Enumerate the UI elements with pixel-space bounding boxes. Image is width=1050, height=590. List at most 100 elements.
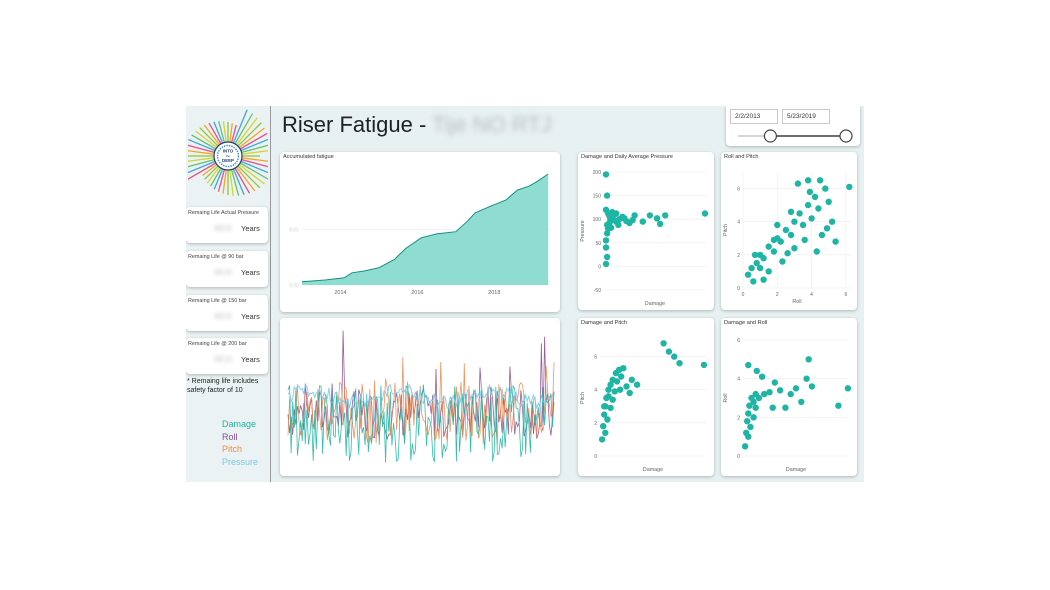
legend-pitch[interactable]: Pitch: [222, 444, 243, 454]
scatter-point: [615, 221, 622, 229]
scatter-point: [605, 386, 612, 393]
date-slider[interactable]: [726, 128, 860, 146]
logo-ray: [206, 166, 220, 184]
scatter-point: [791, 218, 798, 225]
series-line-damage: [287, 384, 555, 463]
damage-pressure-chart: -50 0 50 100 150 200 Damage Pressure: [580, 170, 709, 307]
scatter-point: [662, 212, 669, 219]
logo-ray: [188, 158, 215, 168]
logo-ray: [237, 165, 261, 189]
remaining-life-value: 44.6: [214, 354, 232, 364]
logo-text-1: INTO: [223, 149, 234, 154]
start-date-input[interactable]: 2/2/2013: [730, 109, 778, 124]
scatter-point: [613, 210, 620, 217]
logo-ray: [209, 167, 222, 187]
logo-ray: [238, 164, 265, 185]
safety-factor-note: * Remaing life includes safety factor of…: [187, 378, 259, 394]
y-tick-label: 0: [594, 454, 597, 460]
x-tick-label: 2014: [334, 290, 346, 296]
scatter-point: [626, 389, 633, 397]
scatter-point: [745, 433, 752, 440]
end-date-input[interactable]: 5/23/2019: [782, 109, 830, 124]
logo-ray: [240, 138, 268, 152]
scatter-point: [823, 225, 831, 232]
scatter-point: [600, 423, 607, 430]
x-tick-label: 6: [844, 292, 847, 298]
logo-ray: [204, 165, 219, 180]
scatter-point: [770, 248, 778, 255]
logo-ray: [195, 130, 218, 148]
y-tick-label: 50: [595, 241, 601, 247]
scatter-point: [750, 414, 757, 421]
damage-pitch-chart: 0 2 4 6 Damage Pitch: [580, 340, 708, 473]
logo-ray: [241, 150, 268, 155]
scatter-point: [665, 348, 673, 355]
scatter-point: [744, 418, 751, 425]
logo-ray: [213, 121, 224, 144]
scatter-point: [832, 238, 839, 245]
logo-ray: [234, 167, 251, 194]
y-tick-label: 0: [598, 264, 601, 270]
scatter-point: [656, 220, 664, 228]
scatter-point: [653, 215, 661, 222]
scatter-point: [671, 353, 678, 360]
legend-damage[interactable]: Damage: [222, 419, 257, 429]
x-tick-label: 2018: [488, 290, 500, 296]
scatter-point: [750, 398, 757, 406]
damage-pressure-title: Damage and Daily Average Pressure: [581, 154, 673, 160]
remaining-life-label: Remaing Life @ 90 bar: [188, 254, 244, 260]
x-axis-label: Damage: [786, 467, 806, 473]
logo-ray: [188, 160, 216, 174]
logo-ray: [241, 144, 268, 154]
scatter-point: [744, 271, 752, 278]
series-legend: Damage Roll Pitch Pressure: [222, 418, 258, 468]
scatter-point: [782, 226, 790, 234]
scatter-point: [822, 185, 829, 192]
logo-ray: [236, 117, 258, 146]
date-range-slicer: 2/2/2013 5/23/2019: [726, 106, 860, 146]
logo-ray: [230, 169, 240, 196]
x-tick-label: 2016: [411, 290, 423, 296]
scatter-point: [846, 183, 853, 191]
accumulated-fatigue-chart: 2014 2016 2018 0.00 0.01: [289, 173, 552, 296]
scatter-point: [791, 245, 798, 252]
accumulated-fatigue-panel: Accumulated fatigue 2014 2016 2018 0.00 0.01: [280, 152, 560, 312]
slider-start-handle[interactable]: [763, 129, 778, 143]
scatter-point: [750, 278, 757, 285]
scatter-point: [603, 253, 611, 261]
scatter-point: [755, 394, 763, 402]
y-tick-label: 4: [737, 220, 740, 226]
y-tick-label: 150: [593, 194, 602, 200]
remaining-life-unit: Years: [241, 224, 260, 233]
logo-ray: [229, 123, 233, 143]
x-axis-label: Roll: [792, 299, 801, 305]
y-tick-label: 0.00: [289, 283, 299, 289]
y-tick-label: 100: [593, 217, 602, 223]
scatter-point: [633, 381, 641, 388]
remaining-life-label: Remaing Life @ 150 bar: [188, 298, 247, 304]
slider-end-handle[interactable]: [839, 129, 853, 143]
legend-roll[interactable]: Roll: [222, 431, 238, 442]
scatter-point: [753, 259, 760, 267]
x-axis-label: Damage: [645, 301, 665, 307]
roll-pitch-title: Roll and Pitch: [724, 154, 759, 160]
scatter-point: [598, 436, 606, 443]
x-tick-label: 4: [810, 292, 813, 298]
scatter-point: [765, 243, 772, 250]
logo-ray: [188, 144, 215, 154]
into-the-deep-logo: INTO the DEEP: [188, 109, 268, 196]
logo-ray: [239, 132, 268, 150]
logo-ray: [217, 169, 226, 192]
scatter-point: [808, 215, 815, 222]
scatter-point: [616, 386, 624, 393]
logo-ray: [222, 169, 227, 194]
remaining-life-value: 44.6: [214, 267, 232, 277]
scatter-point: [604, 416, 611, 423]
y-tick-label: 6: [737, 338, 740, 344]
scatter-point: [701, 210, 709, 217]
logo-ray: [238, 127, 265, 148]
scatter-point: [602, 171, 610, 178]
legend-pressure[interactable]: Pressure: [222, 456, 259, 467]
time-series-panel: [280, 318, 560, 476]
scatter-point: [806, 188, 814, 196]
